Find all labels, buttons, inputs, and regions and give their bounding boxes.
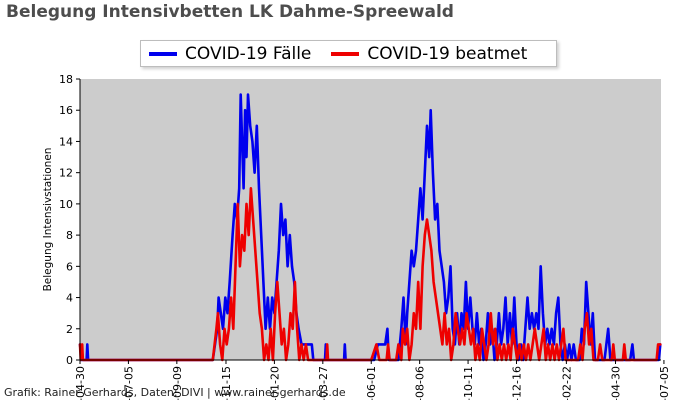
footer-credit: Grafik: Rainer Gerhards, Daten: DIVI | w… bbox=[4, 386, 346, 399]
legend-swatch-beatmet bbox=[331, 51, 360, 56]
legend-item-faelle: COVID-19 Fälle bbox=[149, 44, 311, 64]
series-line-beatmet bbox=[78, 187, 662, 362]
x-tick-label: -07-05 bbox=[122, 366, 135, 400]
y-tick-label: 0 bbox=[66, 354, 73, 367]
y-tick-label: 2 bbox=[66, 323, 73, 336]
y-axis-label: Belegung Intensivstationen bbox=[42, 148, 54, 292]
chart-title: Belegung Intensivbetten LK Dahme-Spreewa… bbox=[6, 2, 454, 22]
y-tick-label: 8 bbox=[66, 229, 73, 242]
x-tick-label: -01-20 bbox=[268, 366, 281, 400]
y-tick-label: 6 bbox=[66, 260, 73, 273]
legend-item-beatmet: COVID-19 beatmet bbox=[331, 44, 527, 64]
x-tick-label: -11-15 bbox=[220, 366, 233, 400]
legend-swatch-faelle bbox=[149, 51, 177, 56]
legend-label-faelle: COVID-19 Fälle bbox=[185, 43, 312, 64]
x-tick-label: -08-06 bbox=[414, 366, 427, 400]
x-tick-label: -07-05 bbox=[658, 366, 671, 400]
legend: COVID-19 Fälle COVID-19 beatmet bbox=[140, 40, 557, 67]
y-tick-label: 4 bbox=[66, 292, 73, 305]
x-tick-label: -04-30 bbox=[74, 366, 87, 400]
plot-area bbox=[80, 79, 661, 360]
y-tick-label: 12 bbox=[59, 167, 73, 180]
x-tick-label: -06-01 bbox=[365, 366, 378, 400]
y-tick-label: 16 bbox=[59, 104, 73, 117]
x-tick-label: -03-27 bbox=[317, 366, 330, 400]
y-tick-label: 18 bbox=[59, 73, 73, 86]
x-tick-label: -09-09 bbox=[171, 366, 184, 400]
y-tick-label: 14 bbox=[59, 135, 73, 148]
x-tick-label: -10-11 bbox=[462, 366, 475, 400]
x-tick-label: -04-30 bbox=[610, 366, 623, 400]
y-tick-label: 10 bbox=[59, 198, 73, 211]
legend-label-beatmet: COVID-19 beatmet bbox=[367, 43, 528, 64]
series-line-faelle bbox=[78, 93, 662, 362]
x-tick-label: -12-16 bbox=[510, 366, 523, 400]
x-tick-label: -02-22 bbox=[560, 366, 573, 400]
